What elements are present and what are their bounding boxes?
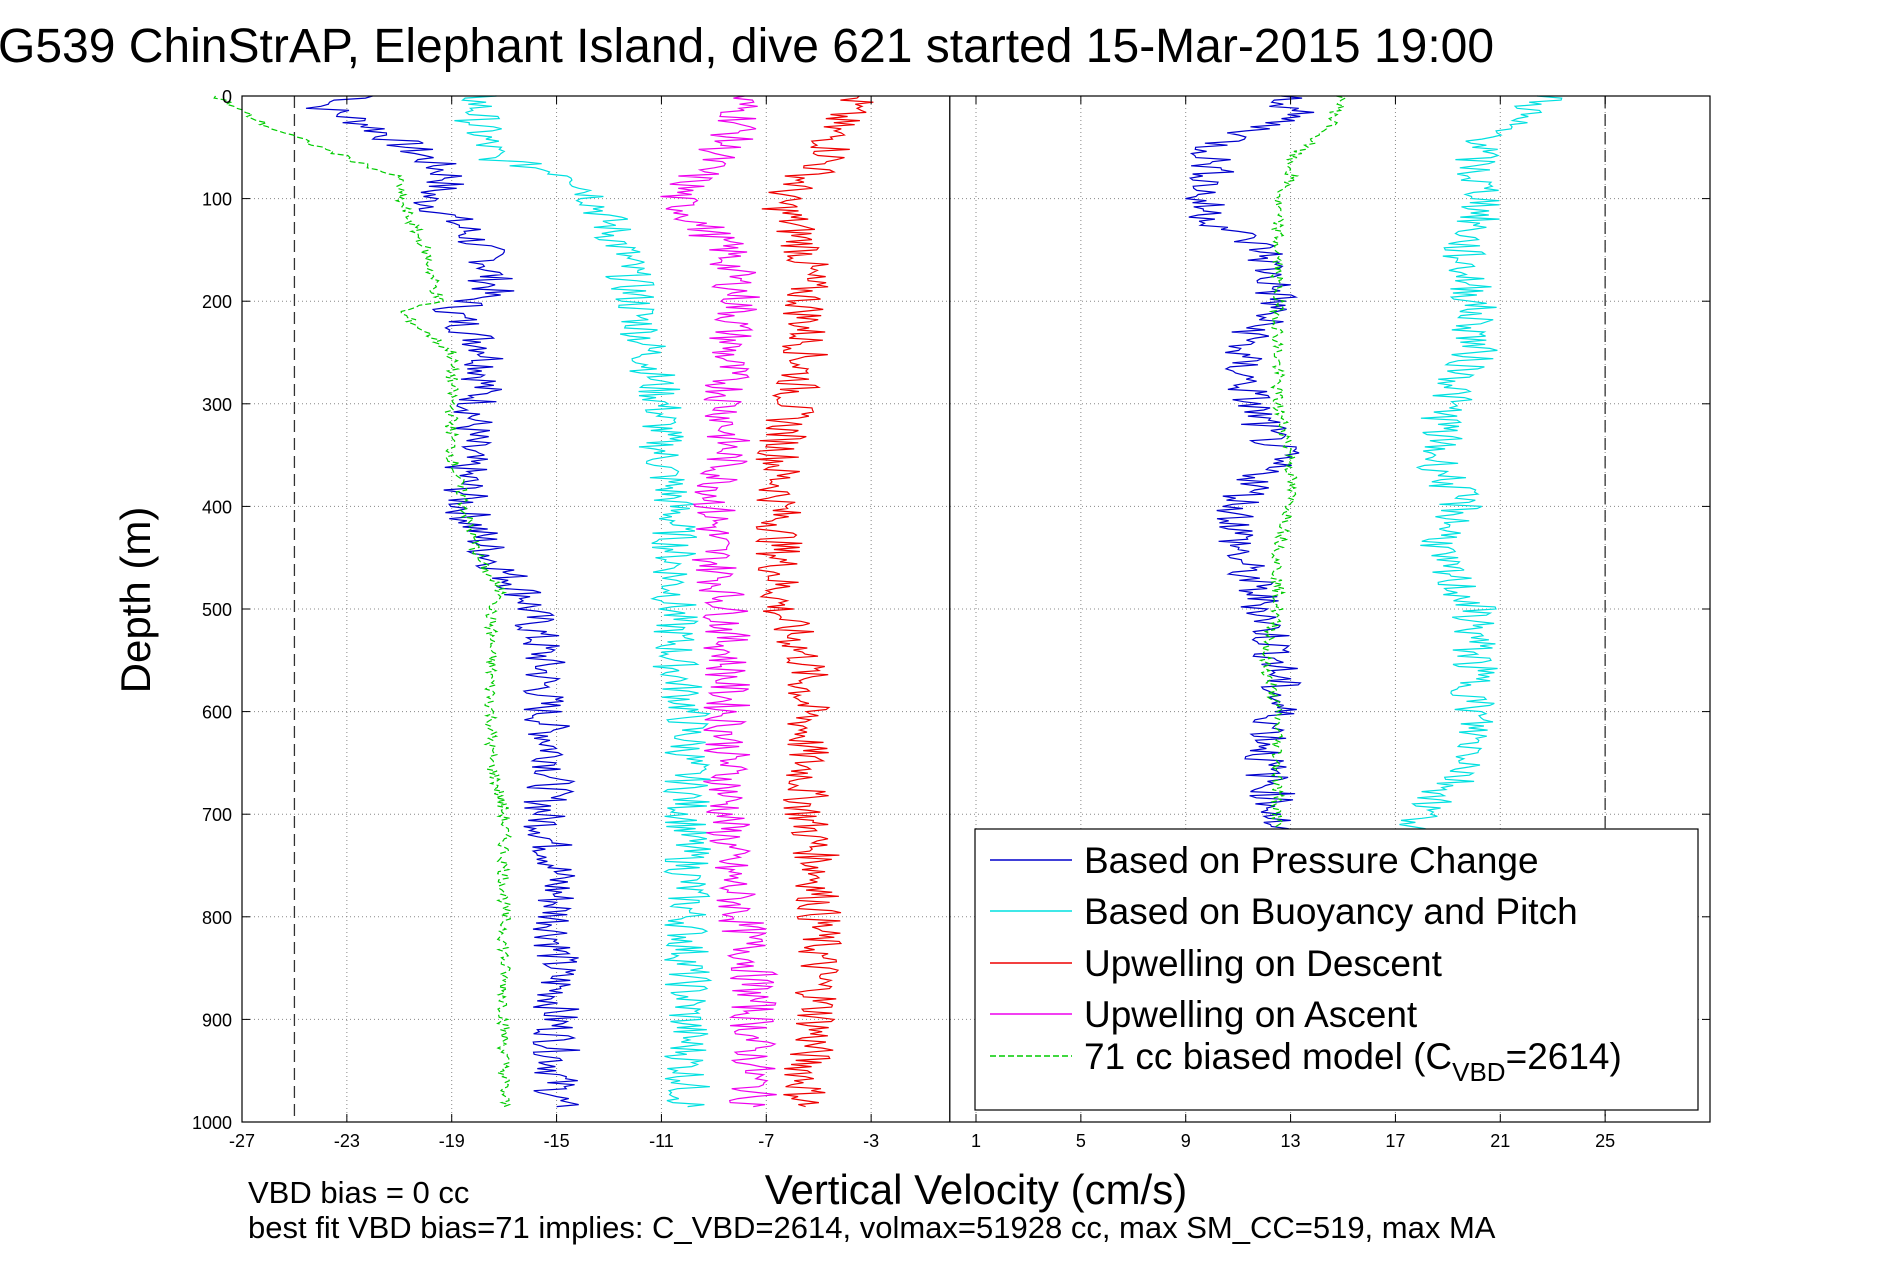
legend-box <box>974 828 1699 1111</box>
legend-label: Upwelling on Descent <box>1084 943 1443 984</box>
vbd-bias-note: VBD bias = 0 cc <box>248 1175 469 1210</box>
x-tick-label: 17 <box>1385 1131 1405 1151</box>
y-tick-label: 300 <box>202 395 232 415</box>
y-tick-label: 700 <box>202 805 232 825</box>
y-tick-label: 1000 <box>192 1113 232 1133</box>
y-tick-label: 800 <box>202 908 232 928</box>
legend: Based on Pressure Change Based on Buoyanc… <box>974 828 1699 1111</box>
best-fit-note: best fit VBD bias=71 implies: C_VBD=2614… <box>248 1210 1496 1245</box>
x-axis-label: Vertical Velocity (cm/s) <box>765 1166 1187 1213</box>
y-axis-ticks: 0 100 200 300 400 500 600 700 800 900 1000 <box>192 87 1710 1133</box>
y-tick-label: 100 <box>202 190 232 210</box>
y-tick-label: 200 <box>202 292 232 312</box>
legend-label: Upwelling on Ascent <box>1084 994 1418 1035</box>
series-line <box>754 95 874 1108</box>
x-tick-label: 25 <box>1595 1131 1615 1151</box>
series-line <box>305 95 581 1108</box>
legend-label: Based on Pressure Change <box>1084 840 1539 881</box>
y-tick-label: 0 <box>222 87 232 107</box>
x-tick-label: -15 <box>544 1131 570 1151</box>
x-tick-label: 9 <box>1181 1131 1191 1151</box>
y-tick-label: 600 <box>202 703 232 723</box>
x-tick-label: -19 <box>439 1131 465 1151</box>
y-tick-label: 900 <box>202 1010 232 1030</box>
series-line <box>454 95 713 1108</box>
grid-lines <box>242 96 1710 1122</box>
y-axis-label: Depth (m) <box>112 507 159 694</box>
x-tick-label: 5 <box>1076 1131 1086 1151</box>
x-tick-label: 21 <box>1490 1131 1510 1151</box>
legend-subscript: VBD <box>1452 1057 1505 1087</box>
x-tick-label: -7 <box>758 1131 774 1151</box>
y-tick-label: 400 <box>202 497 232 517</box>
legend-label-tail: =2614) <box>1506 1036 1622 1077</box>
x-tick-label: -27 <box>229 1131 255 1151</box>
x-tick-label: -11 <box>649 1131 674 1151</box>
x-tick-label: -3 <box>863 1131 879 1151</box>
x-tick-label: 13 <box>1281 1131 1301 1151</box>
y-tick-label: 500 <box>202 600 232 620</box>
x-tick-label: -23 <box>334 1131 360 1151</box>
x-tick-label: 1 <box>971 1131 981 1151</box>
legend-label: Based on Buoyancy and Pitch <box>1084 891 1578 932</box>
chart-title: G539 ChinStrAP, Elephant Island, dive 62… <box>0 20 1494 73</box>
x-axis-ticks: -27 -23 -19 -15 -11 -7 -3 1 5 9 13 17 21 25 <box>229 96 1615 1151</box>
series-line <box>660 95 779 1108</box>
series-line <box>213 95 513 1108</box>
